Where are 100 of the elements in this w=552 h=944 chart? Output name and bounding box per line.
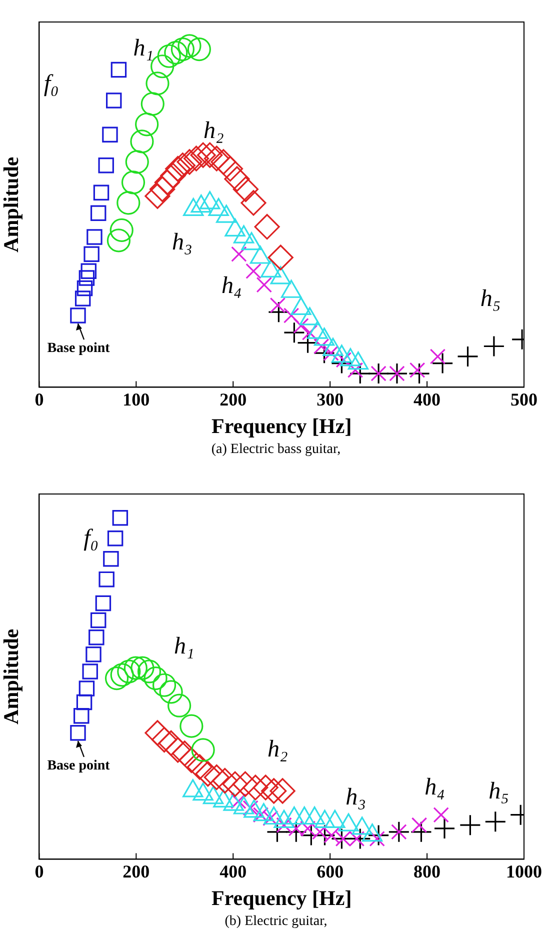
point: [124, 656, 148, 680]
point: [256, 276, 272, 293]
point: [195, 761, 221, 787]
point: [285, 821, 307, 843]
point: [335, 830, 352, 847]
point: [410, 821, 432, 843]
x-tick-label: 600: [316, 862, 344, 882]
point: [106, 92, 122, 108]
point: [459, 814, 481, 836]
point: [246, 263, 262, 280]
point: [204, 146, 230, 172]
x-tick-label: 1000: [506, 862, 542, 882]
x-tick-label: 500: [510, 390, 538, 410]
series-label: h₅: [488, 778, 509, 804]
point: [210, 149, 236, 175]
point: [154, 170, 180, 196]
point: [176, 149, 202, 175]
point: [110, 218, 134, 242]
text: (b) Electric guitar,: [224, 913, 328, 931]
point: [411, 817, 428, 833]
point: [293, 318, 309, 334]
point: [430, 348, 446, 364]
y-axis-title: Amplitude: [0, 628, 24, 724]
point: [78, 680, 95, 696]
x-tick-label: 400: [414, 390, 441, 410]
point: [212, 768, 238, 794]
point: [157, 44, 181, 68]
point: [74, 290, 91, 306]
point: [456, 346, 479, 368]
point: [312, 824, 328, 840]
point: [160, 162, 186, 188]
series-label: h₁: [133, 36, 154, 62]
point: [165, 156, 191, 182]
point: [159, 680, 183, 704]
x-tick-label: 0: [34, 862, 44, 882]
text: (a) Electric bass guitar,: [210, 441, 342, 459]
point: [268, 244, 294, 270]
point: [484, 810, 506, 832]
point: [324, 827, 340, 844]
point: [165, 737, 191, 763]
annotation: Base point: [47, 758, 110, 774]
series-label: h₃: [346, 784, 366, 811]
point: [242, 774, 268, 800]
point: [261, 778, 287, 804]
point: [224, 166, 250, 192]
point: [434, 818, 456, 840]
point: [483, 335, 505, 358]
point: [116, 191, 140, 215]
x-tick-label: 300: [316, 390, 344, 410]
point: [368, 824, 390, 846]
annotation: Base point: [47, 341, 110, 356]
point: [432, 352, 454, 374]
series-label: h₃: [172, 229, 192, 256]
point: [152, 673, 176, 697]
point: [254, 214, 280, 240]
point: [90, 612, 106, 628]
point: [268, 301, 290, 323]
point: [144, 666, 168, 690]
point: [140, 92, 164, 116]
point: [348, 830, 365, 847]
point: [76, 280, 93, 296]
x-tick-label: 200: [220, 390, 247, 410]
point: [150, 176, 176, 202]
point: [197, 142, 223, 168]
point: [190, 142, 216, 168]
point: [76, 694, 92, 710]
point: [240, 190, 266, 216]
point: [150, 54, 174, 78]
point: [191, 738, 215, 762]
point: [70, 308, 86, 324]
point: [144, 183, 170, 209]
point: [130, 130, 154, 154]
point: [300, 820, 316, 836]
point: [98, 157, 114, 174]
point: [137, 660, 162, 684]
point: [78, 270, 95, 286]
point: [117, 660, 141, 684]
point: [349, 828, 371, 850]
x-tick-label: 400: [220, 862, 247, 882]
point: [90, 205, 106, 222]
point: [347, 362, 364, 378]
point: [93, 184, 110, 201]
y-axis-title: Amplitude: [0, 156, 24, 252]
series-label: h₄: [221, 273, 242, 300]
series-label: h₄: [424, 774, 445, 800]
point: [433, 806, 449, 823]
point: [270, 297, 286, 314]
point: [151, 726, 178, 753]
point: [121, 170, 146, 194]
point: [204, 764, 230, 790]
point: [180, 714, 204, 738]
point: [283, 322, 306, 344]
point: [408, 362, 430, 384]
point: [70, 725, 86, 741]
series-label: f₀: [84, 526, 99, 552]
point: [186, 754, 212, 780]
point: [232, 771, 258, 797]
point: [349, 362, 371, 384]
point: [95, 595, 112, 612]
point: [178, 34, 202, 58]
